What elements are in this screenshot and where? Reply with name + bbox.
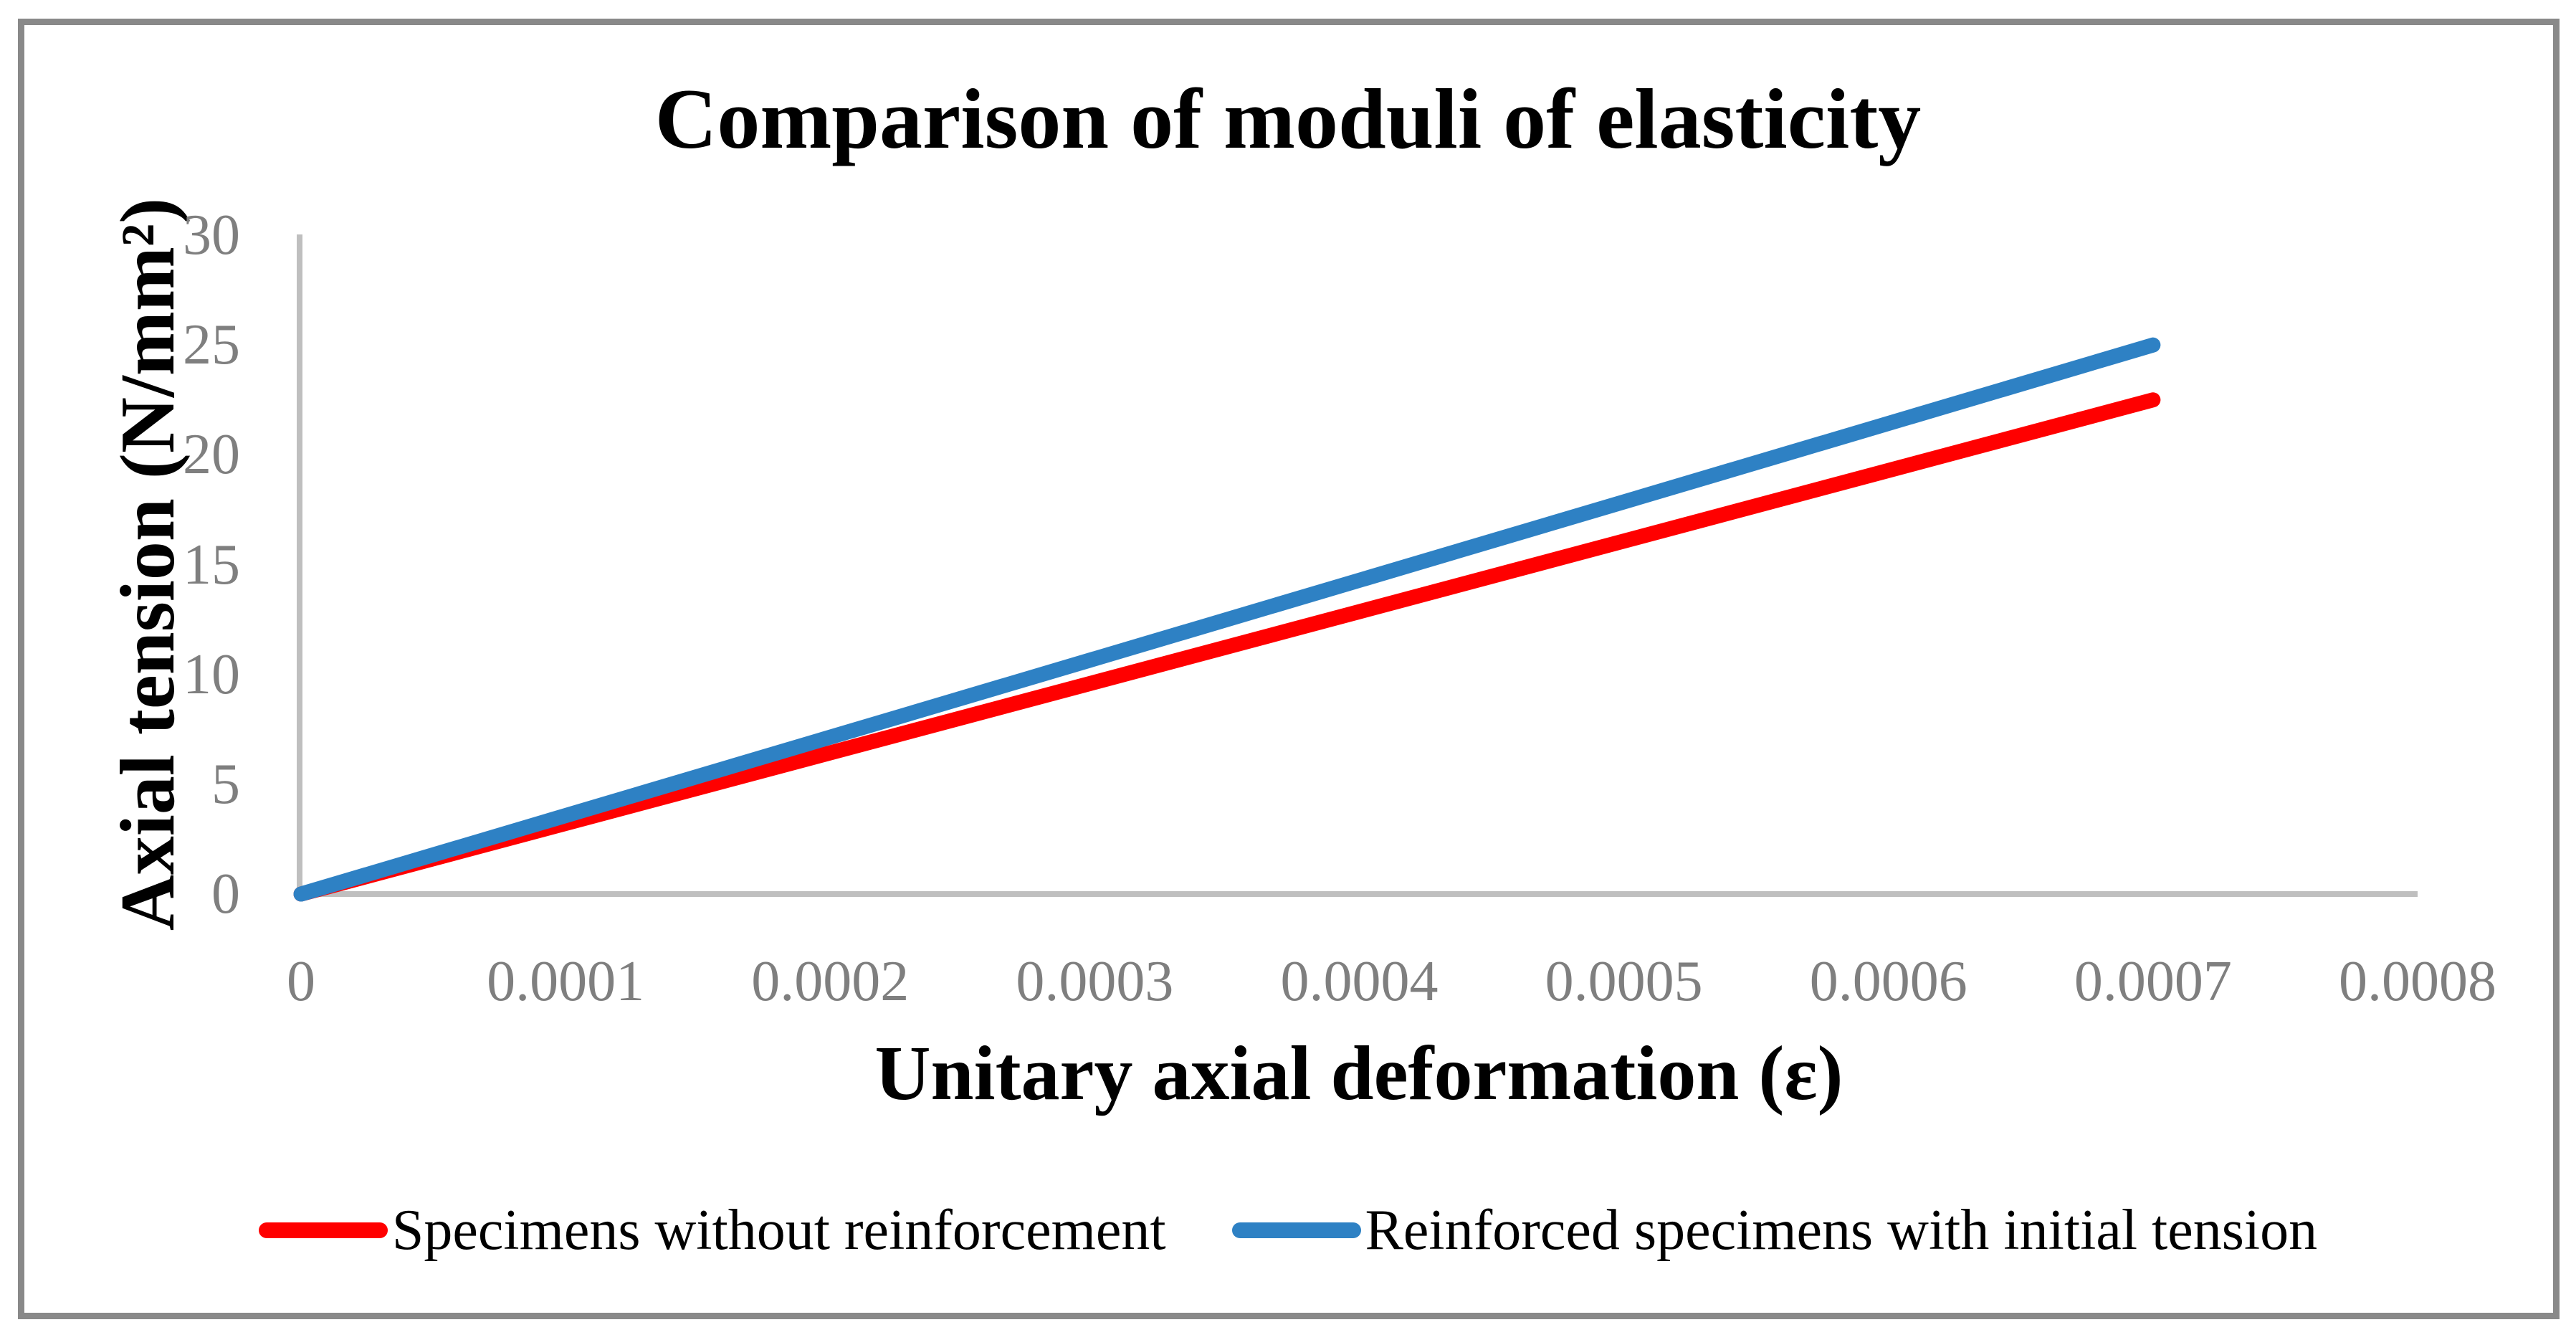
x-tick-label-0.0002: 0.0002	[751, 950, 910, 1013]
x-tick-label-0.0001: 0.0001	[487, 950, 645, 1013]
x-tick-label-0.0006: 0.0006	[1809, 950, 1967, 1013]
x-tick-label-0.0003: 0.0003	[1016, 950, 1174, 1013]
x-tick-label-0.0004: 0.0004	[1280, 950, 1439, 1013]
legend-swatch-specimens-without-reinforcement	[258, 1222, 388, 1238]
figure-border	[18, 19, 2560, 1319]
legend-item-reinforced-specimens-with-initial-tension: Reinforced specimens with initial tensio…	[1231, 1198, 2318, 1263]
y-tick-label-5: 5	[211, 752, 240, 816]
y-tick-label-10: 10	[183, 642, 240, 706]
legend-label-reinforced-specimens-with-initial-tension: Reinforced specimens with initial tensio…	[1365, 1198, 2318, 1262]
chart-title: Comparison of moduli of elasticity	[654, 71, 1922, 166]
series-line-reinforced-specimens-with-initial-tension	[293, 337, 2161, 902]
legend-label-specimens-without-reinforcement: Specimens without reinforcement	[391, 1198, 1166, 1262]
x-tick-label-0.0007: 0.0007	[2074, 950, 2232, 1013]
x-tick-label-0.0005: 0.0005	[1545, 950, 1703, 1013]
y-tick-label-0: 0	[211, 863, 240, 926]
x-tick-label-0.0008: 0.0008	[2339, 950, 2496, 1013]
legend: Specimens without reinforcement Reinforce…	[0, 1187, 2576, 1273]
x-axis-title: Unitary axial deformation (ε)	[874, 1031, 1843, 1116]
y-tick-label-25: 25	[183, 313, 240, 377]
y-tick-label-20: 20	[183, 423, 240, 487]
series-line-specimens-without-reinforcement	[293, 392, 2161, 902]
y-tick-label-30: 30	[183, 204, 240, 267]
legend-item-specimens-without-reinforcement: Specimens without reinforcement	[258, 1198, 1166, 1263]
x-tick-label-0: 0	[287, 950, 315, 1013]
y-axis-line	[297, 234, 302, 900]
x-axis-line	[297, 891, 2418, 897]
legend-swatch-reinforced-specimens-with-initial-tension	[1231, 1222, 1361, 1238]
y-tick-label-15: 15	[183, 533, 240, 597]
